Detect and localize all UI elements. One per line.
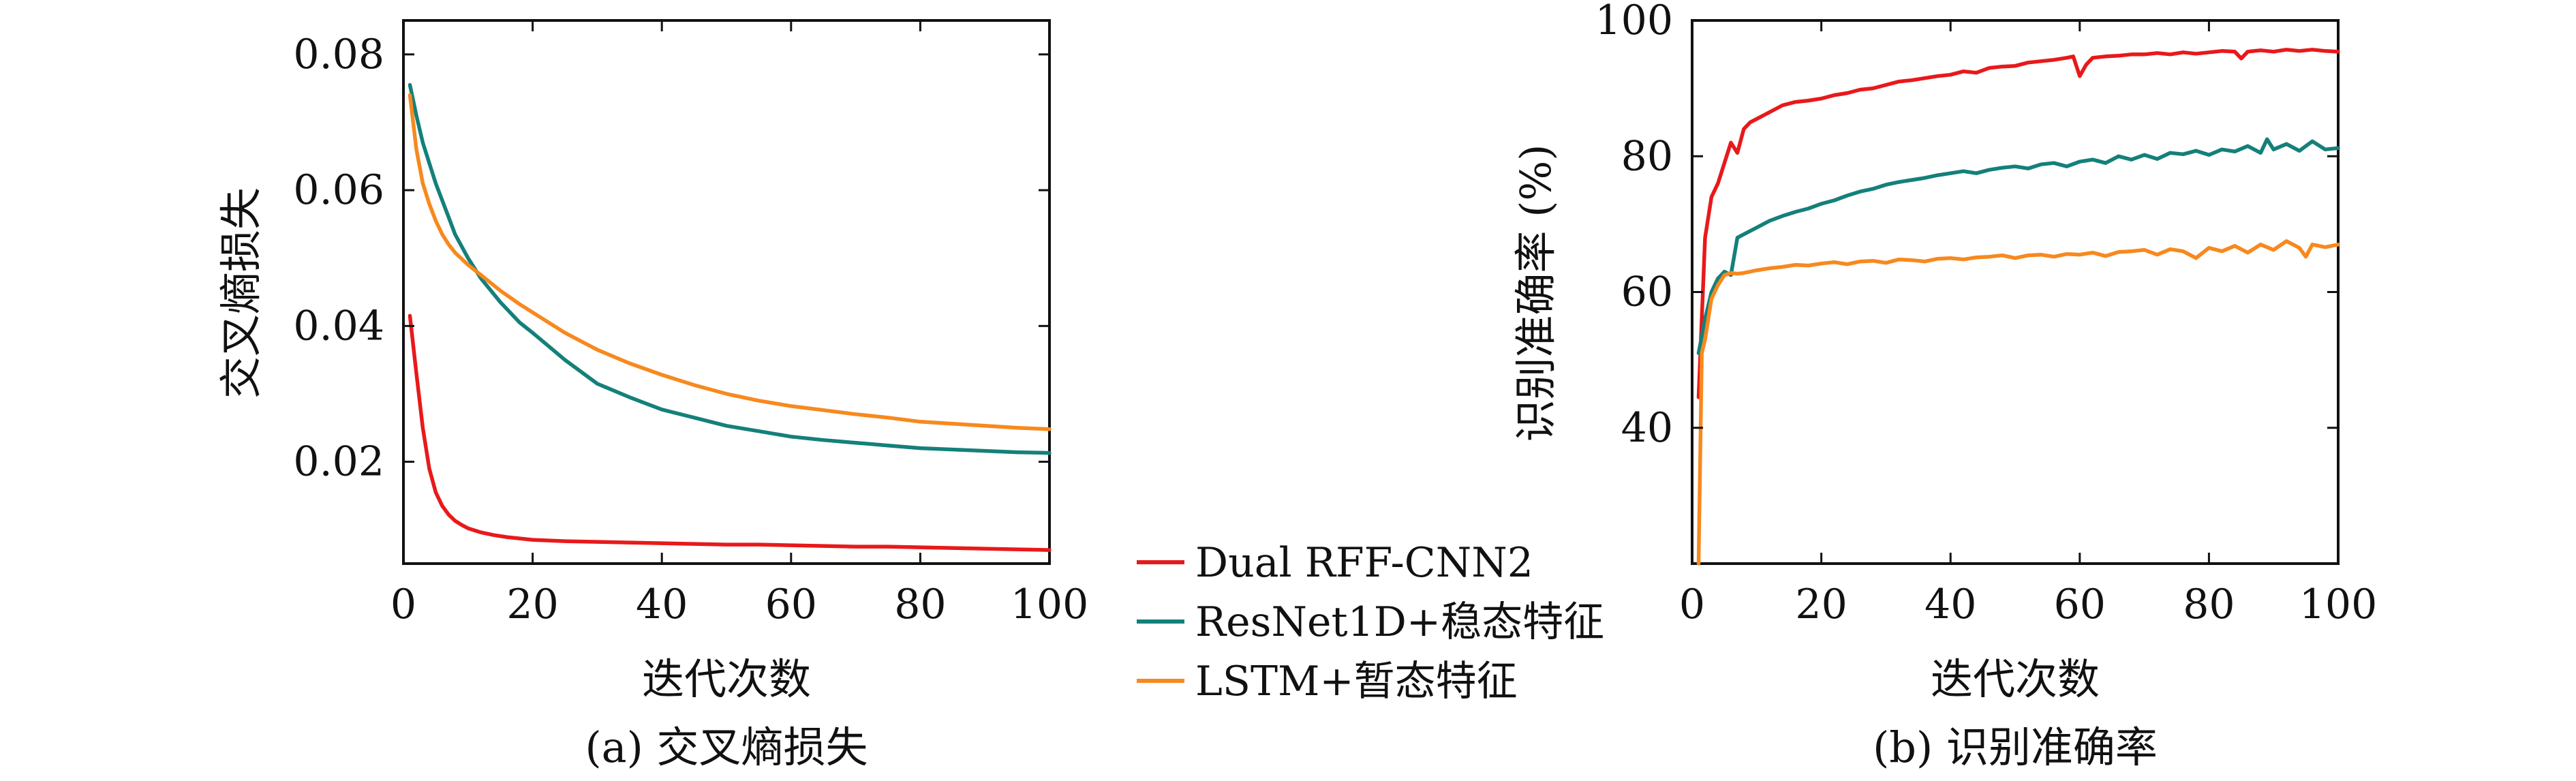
x-tick-label: 80 [894,581,946,628]
legend-item: Dual RFF-CNN2 [1137,539,1533,587]
y-axis-label: 交叉熵损失 [216,187,266,399]
y-tick-label: 40 [1621,404,1673,452]
series-lines [1696,48,2340,566]
x-tick-label: 60 [765,581,817,628]
series-line-3 [1696,239,2340,566]
legend-label: ResNet1D+稳态特征 [1195,598,1604,646]
x-tick-label: 40 [1925,581,1976,628]
series-line-3 [408,93,1052,431]
x-tick-label: 60 [2054,581,2106,628]
y-tick-label: 0.08 [293,31,384,78]
y-tick-label: 100 [1595,0,1673,44]
y-tick-label: 0.06 [293,166,384,214]
series-line-1 [408,313,1052,552]
y-axis-label: 识别准确率 (%) [1511,144,1561,442]
y-tick-label: 0.02 [293,438,384,486]
series-line-2 [1696,137,2340,355]
x-tick-label: 0 [390,581,416,628]
x-tick-label: 0 [1679,581,1705,628]
axis-ticks: 0 20 40 60 80 100 40 60 80 100 [1595,0,2377,628]
legend-label: LSTM+暂态特征 [1195,658,1518,705]
x-tick-label: 20 [506,581,558,628]
x-axis-label: 迭代次数 [1931,654,2100,704]
x-axis-label: 迭代次数 [642,654,811,704]
x-tick-label: 80 [2183,581,2235,628]
series-line-1 [1696,48,2340,399]
y-tick-label: 60 [1621,269,1673,316]
plot-frame [402,19,1051,565]
caption: (a) 交叉熵损失 [585,722,868,772]
y-tick-label: 0.04 [293,302,384,350]
x-tick-label: 100 [1011,581,1089,628]
axis-ticks: 0 20 40 60 80 100 0.02 0.04 0.06 0.08 [293,20,1088,628]
x-tick-label: 100 [2299,581,2378,628]
series-lines [408,82,1052,552]
chart-accuracy-panel: 0 20 40 60 80 100 40 60 80 100 迭代次数 识别准确率 (%) (b)… [1511,0,2377,772]
series-line-2 [408,82,1052,455]
caption: (b) 识别准确率 [1873,722,2158,772]
legend-item: LSTM+暂态特征 [1137,658,1518,705]
legend-item: ResNet1D+稳态特征 [1137,598,1604,646]
x-tick-label: 40 [636,581,688,628]
x-tick-label: 20 [1795,581,1847,628]
legend: Dual RFF-CNN2 ResNet1D+稳态特征 LSTM+暂态特征 [1137,539,1604,705]
y-tick-label: 80 [1621,132,1673,180]
legend-label: Dual RFF-CNN2 [1195,539,1533,587]
